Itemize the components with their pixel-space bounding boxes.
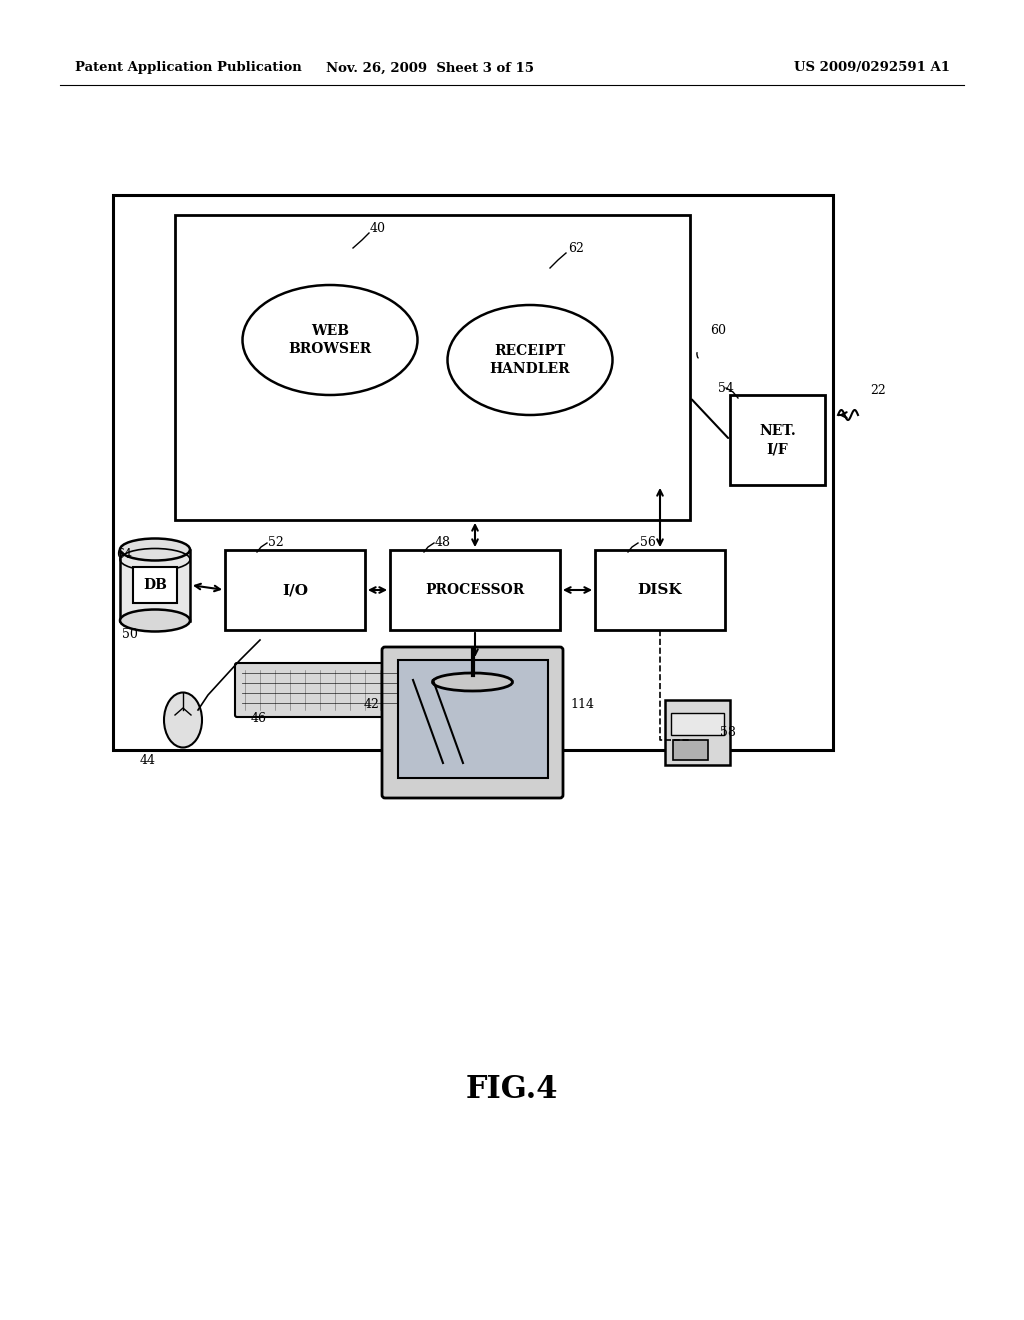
Text: DB: DB: [143, 578, 167, 591]
Bar: [398, 660, 548, 777]
Text: 46: 46: [251, 711, 267, 725]
Bar: [730, 395, 825, 484]
Text: 64: 64: [116, 549, 132, 561]
Text: RECEIPT
HANDLER: RECEIPT HANDLER: [489, 343, 570, 376]
Text: 56: 56: [640, 536, 656, 549]
Text: DISK: DISK: [638, 583, 682, 597]
Text: FIG.4: FIG.4: [466, 1074, 558, 1106]
Text: 54: 54: [718, 381, 734, 395]
Ellipse shape: [432, 673, 512, 690]
Bar: [671, 713, 724, 735]
Text: PROCESSOR: PROCESSOR: [425, 583, 524, 597]
Text: NET.
I/F: NET. I/F: [759, 424, 796, 457]
Bar: [175, 215, 690, 520]
Text: Nov. 26, 2009  Sheet 3 of 15: Nov. 26, 2009 Sheet 3 of 15: [326, 62, 534, 74]
Text: 114: 114: [570, 698, 594, 711]
Bar: [133, 568, 177, 603]
Text: WEB
BROWSER: WEB BROWSER: [289, 323, 372, 356]
Text: Patent Application Publication: Patent Application Publication: [75, 62, 302, 74]
Bar: [225, 550, 365, 630]
Text: 48: 48: [435, 536, 451, 549]
Ellipse shape: [447, 305, 612, 414]
Bar: [595, 550, 725, 630]
Bar: [665, 700, 730, 766]
Bar: [390, 550, 560, 630]
Bar: [113, 195, 833, 750]
Text: US 2009/0292591 A1: US 2009/0292591 A1: [794, 62, 950, 74]
Ellipse shape: [120, 610, 190, 631]
FancyBboxPatch shape: [382, 647, 563, 799]
Text: 44: 44: [140, 754, 156, 767]
FancyBboxPatch shape: [234, 663, 404, 717]
Ellipse shape: [120, 539, 190, 561]
Text: 40: 40: [370, 222, 386, 235]
Text: 22: 22: [870, 384, 886, 396]
Bar: [120, 549, 190, 620]
Text: 58: 58: [720, 726, 736, 738]
Text: I/O: I/O: [282, 583, 308, 597]
Ellipse shape: [243, 285, 418, 395]
Text: 60: 60: [710, 323, 726, 337]
Text: 62: 62: [568, 242, 584, 255]
Text: 42: 42: [364, 698, 380, 711]
Ellipse shape: [164, 693, 202, 747]
Text: 52: 52: [268, 536, 284, 549]
Bar: [673, 741, 708, 760]
Text: 50: 50: [122, 628, 138, 642]
